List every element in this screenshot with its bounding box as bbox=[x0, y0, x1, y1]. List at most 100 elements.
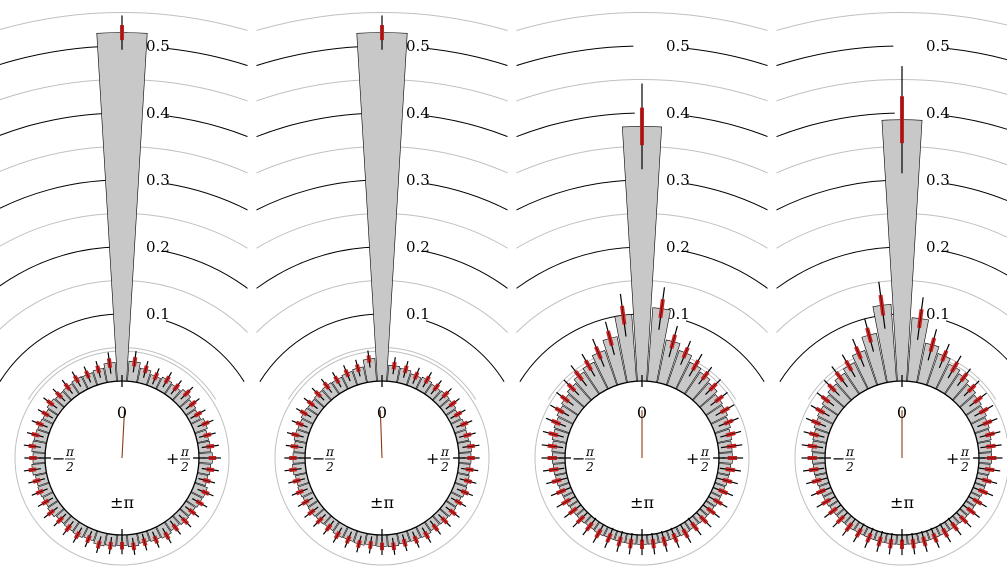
error-box-center bbox=[42, 411, 49, 416]
error-box-center bbox=[836, 516, 844, 524]
error-box-center bbox=[108, 358, 111, 368]
angle-label-minus-pi: π bbox=[325, 445, 335, 459]
error-box-center bbox=[569, 507, 577, 515]
grid-arc-major bbox=[0, 179, 117, 209]
radial-tick-label: 0.3 bbox=[666, 171, 690, 189]
angle-label-minus-two: 2 bbox=[585, 460, 594, 474]
grid-arc-major bbox=[516, 112, 635, 138]
angle-label-pi: ±π bbox=[890, 493, 914, 512]
error-box-center bbox=[986, 445, 996, 448]
error-box-center bbox=[809, 468, 819, 471]
error-box-center bbox=[56, 392, 62, 398]
histogram-bar bbox=[356, 32, 408, 382]
angle-labels: 0±π− π2 + π2 bbox=[312, 403, 450, 512]
error-box-center bbox=[300, 410, 308, 415]
radial-tick-label: 0.3 bbox=[406, 171, 430, 189]
radial-tick-label: 0.5 bbox=[926, 37, 950, 55]
error-box-center bbox=[369, 541, 372, 549]
error-box-center bbox=[556, 489, 566, 494]
grid-arc-major bbox=[686, 47, 768, 67]
angle-label-minus-two: 2 bbox=[65, 460, 74, 474]
error-box-center bbox=[28, 445, 37, 447]
error-box-center bbox=[424, 531, 429, 539]
error-box-center bbox=[403, 539, 406, 547]
angle-label-plus-sign: + bbox=[946, 449, 959, 468]
histogram-bars bbox=[551, 126, 733, 545]
error-box-center bbox=[829, 507, 837, 515]
error-box-center bbox=[28, 469, 37, 471]
error-box-center bbox=[930, 337, 935, 352]
error-box-center bbox=[595, 346, 602, 359]
error-box-center bbox=[109, 541, 112, 550]
error-box-center bbox=[206, 445, 215, 448]
error-box-center bbox=[809, 432, 819, 436]
polar-panel-2: 0.10.20.30.40.50±π− π2 + π2 bbox=[256, 11, 508, 566]
error-box-center bbox=[968, 384, 976, 392]
error-box-center bbox=[567, 383, 575, 391]
error-box-center bbox=[289, 468, 297, 471]
error-box-center bbox=[326, 524, 332, 531]
error-box-center bbox=[143, 538, 146, 546]
error-box-center bbox=[595, 529, 602, 538]
angle-label-plus-sign: + bbox=[166, 449, 179, 468]
error-box-center bbox=[725, 468, 735, 471]
error-box-center bbox=[74, 375, 79, 383]
error-box-center bbox=[290, 445, 299, 448]
error-box-center bbox=[575, 371, 583, 381]
error-box-center bbox=[316, 517, 323, 524]
error-box-center bbox=[606, 533, 611, 543]
error-bars bbox=[284, 15, 480, 555]
error-box-center bbox=[463, 433, 472, 437]
error-box-center bbox=[683, 347, 688, 359]
error-box-center bbox=[307, 400, 314, 406]
error-box-center bbox=[552, 479, 562, 483]
radial-grid: 0.1 0.2 0.3 0.4 0.5 bbox=[0, 11, 248, 400]
grid-arc-minor bbox=[516, 11, 768, 32]
grid-arc-major bbox=[166, 251, 248, 290]
error-box-center bbox=[334, 376, 339, 384]
error-box-center bbox=[821, 499, 831, 505]
error-box-center bbox=[308, 509, 315, 515]
angle-label-zero: 0 bbox=[377, 403, 387, 422]
radial-tick-label: 0.5 bbox=[666, 37, 690, 55]
angle-label-pi: ±π bbox=[630, 493, 654, 512]
error-box-center bbox=[393, 361, 395, 370]
angle-label-plus-pi: π bbox=[700, 445, 710, 459]
error-box-center bbox=[203, 479, 211, 482]
mean-direction-line bbox=[121, 410, 126, 459]
error-box-center bbox=[660, 299, 664, 318]
error-box-center bbox=[324, 382, 330, 389]
error-box-center bbox=[951, 361, 958, 372]
error-box-center bbox=[368, 355, 370, 363]
radial-tick-label: 0.4 bbox=[926, 104, 950, 122]
error-box-center bbox=[442, 391, 449, 398]
error-box-center bbox=[47, 400, 54, 406]
error-box-center bbox=[715, 395, 723, 402]
grid-arc-major bbox=[776, 246, 898, 290]
grid-arc-major bbox=[259, 313, 379, 382]
grid-arc-major bbox=[426, 251, 508, 290]
angle-ticks bbox=[819, 375, 985, 541]
error-box-center bbox=[75, 531, 80, 539]
error-bars bbox=[23, 15, 221, 555]
error-box-center bbox=[807, 445, 818, 448]
angle-label-plus-two: 2 bbox=[180, 460, 189, 474]
error-box-center bbox=[713, 499, 723, 505]
error-box-center bbox=[291, 433, 300, 436]
error-box-center bbox=[722, 479, 732, 483]
grid-arc-minor bbox=[776, 11, 1007, 32]
error-box-center bbox=[974, 396, 982, 403]
error-box-center bbox=[346, 536, 350, 544]
error-box-center bbox=[700, 516, 708, 524]
error-box-center bbox=[682, 529, 689, 538]
error-box-center bbox=[296, 490, 304, 494]
grid-arc-major bbox=[0, 313, 119, 382]
grid-arc-major bbox=[946, 251, 1007, 276]
grid-arc-major bbox=[945, 320, 1007, 361]
error-box-center bbox=[97, 365, 100, 374]
grid-arc-major bbox=[256, 45, 374, 67]
error-box-center bbox=[707, 507, 715, 515]
error-box-center bbox=[184, 390, 190, 396]
angle-ticks bbox=[559, 375, 725, 541]
error-box-center bbox=[982, 479, 992, 483]
